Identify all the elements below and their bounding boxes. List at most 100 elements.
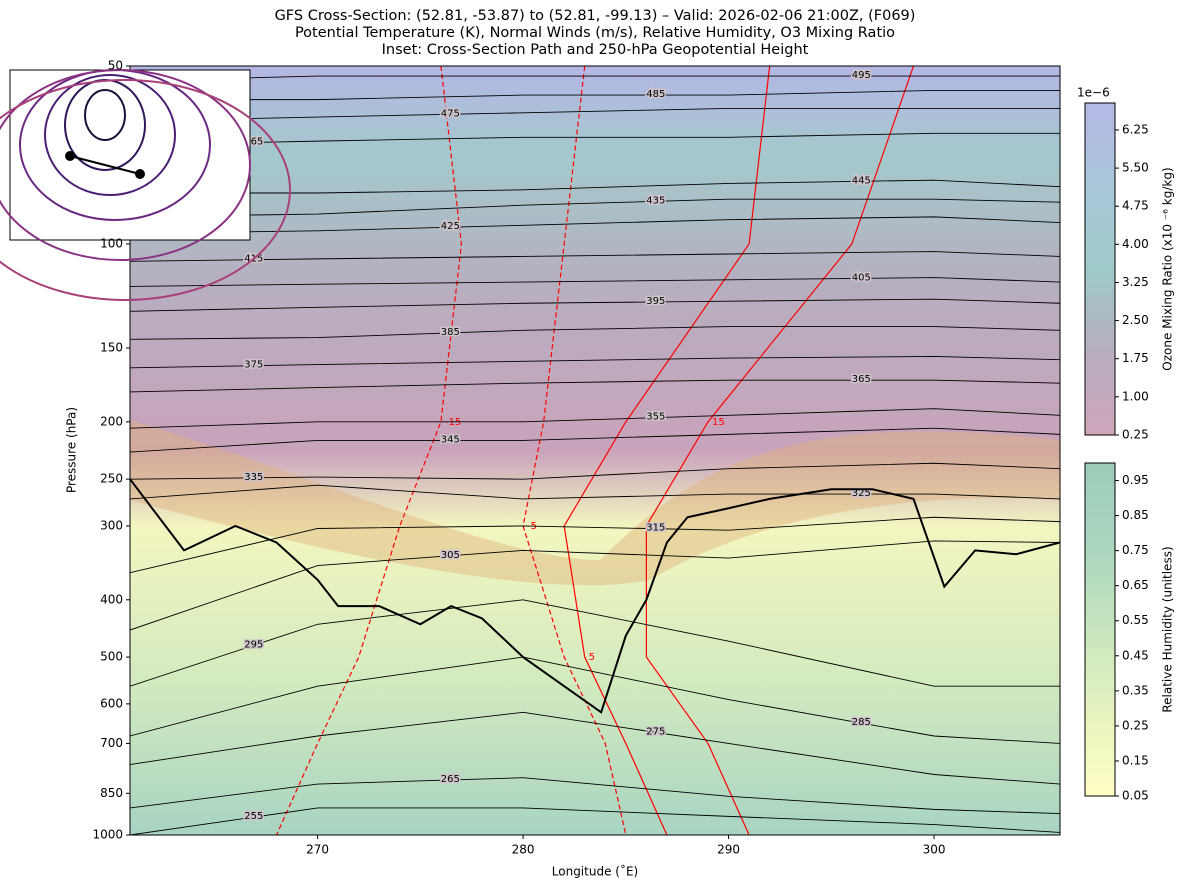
colorbar-offset: 1e−6	[1077, 86, 1110, 100]
y-tick-label: 250	[100, 472, 123, 486]
wind-contour-label: 5	[589, 652, 595, 663]
isentrope	[130, 326, 1060, 340]
plot-area: -15-551525526527528529530531532533534535…	[130, 66, 1060, 835]
wind-contour-label: -15	[445, 417, 461, 428]
inset-path-end	[65, 151, 75, 161]
inset-map	[0, 69, 291, 301]
shading-band	[130, 420, 1060, 586]
x-tick-label: 280	[512, 843, 535, 857]
x-tick-label: 300	[923, 843, 946, 857]
inset-path-end	[135, 169, 145, 179]
isentrope-label: 265	[441, 774, 460, 785]
isentrope-label: 345	[441, 434, 460, 445]
isentrope-label: 335	[244, 472, 263, 483]
isentrope	[130, 540, 1060, 631]
wind-contour	[275, 66, 463, 835]
isentrope	[130, 75, 1060, 82]
isentrope-label: 405	[852, 272, 871, 283]
plot-frame	[129, 65, 1061, 836]
isentrope-label: 255	[244, 811, 263, 822]
y-tick-label: 200	[100, 414, 123, 428]
inset-path	[69, 155, 141, 175]
colorbar-tick-label: 4.75	[1122, 199, 1149, 213]
isentrope	[130, 462, 1060, 480]
colorbar-tick-label: 0.15	[1122, 753, 1149, 767]
isentrope	[130, 379, 1060, 393]
x-tick-label: 270	[306, 843, 329, 857]
isentrope	[130, 516, 1060, 574]
isentrope-label: 485	[646, 89, 665, 100]
y-tick-label: 150	[100, 341, 123, 355]
colorbar-tick-label: 0.35	[1122, 683, 1149, 697]
colorbar-tick-label: 0.65	[1122, 578, 1149, 592]
isentrope	[130, 599, 1060, 687]
colorbar	[1084, 462, 1116, 797]
isentrope-label: 425	[441, 221, 460, 232]
colorbar-tick-label: 0.25	[1122, 718, 1149, 732]
inset-frame	[9, 69, 251, 241]
isentrope	[130, 484, 1060, 500]
isentrope	[130, 216, 1060, 234]
isentrope-label: 375	[244, 360, 263, 371]
colorbar-tick-label: 0.85	[1122, 508, 1149, 522]
isentrope	[130, 90, 1060, 101]
contour-layer: -15-551525526527528529530531532533534535…	[130, 66, 1060, 835]
y-tick-label: 400	[100, 592, 123, 606]
colorbar-tick-label: 1.00	[1122, 389, 1149, 403]
colorbar-tick-label: 0.45	[1122, 648, 1149, 662]
x-tick-label: 290	[717, 843, 740, 857]
colorbar-tick-label: 0.55	[1122, 613, 1149, 627]
isentrope	[130, 656, 1060, 744]
wind-contour	[645, 66, 915, 835]
wind-contour-label: 15	[712, 417, 725, 428]
isentrope-label: 315	[646, 523, 665, 534]
isentrope	[130, 179, 1060, 194]
colorbar-tick-label: 3.25	[1122, 275, 1149, 289]
y-tick-label: 500	[100, 650, 123, 664]
colorbar-tick-label: 0.25	[1122, 428, 1149, 442]
inset-contours	[0, 69, 291, 301]
isentrope	[130, 132, 1060, 146]
isentrope-label: 435	[646, 195, 665, 206]
colorbar-tick-label: 0.75	[1122, 543, 1149, 557]
isentrope	[130, 807, 1060, 835]
isentrope	[130, 298, 1060, 312]
isentrope	[130, 277, 1060, 287]
isentrope	[130, 777, 1060, 815]
y-tick-label: 300	[100, 518, 123, 532]
colorbar-tick-label: 2.50	[1122, 313, 1149, 327]
tropopause	[130, 478, 1060, 714]
colorbars: 0.25 1.00 1.75 2.50 3.25 4.00 4.75 5.50 6.25 1e−6…	[1077, 86, 1175, 803]
y-axis-label: Pressure (hPa)	[65, 407, 79, 493]
isentrope	[130, 711, 1060, 785]
colorbar-label: Relative Humidity (unitless)	[1161, 546, 1175, 712]
isentrope	[130, 355, 1060, 369]
colorbar-label: Ozone Mixing Ratio (x10 ⁻⁶ kg/kg)	[1161, 167, 1175, 370]
isentrope-label: 365	[852, 374, 871, 385]
isentrope	[130, 427, 1060, 453]
colorbar-tick-label: 1.75	[1122, 351, 1149, 365]
isentrope-label: 395	[646, 296, 665, 307]
colorbar-tick-label: 4.00	[1122, 237, 1149, 251]
y-tick-label: 100	[100, 236, 123, 250]
colorbar-tick-label: 5.50	[1122, 161, 1149, 175]
isentrope-label: 495	[852, 70, 871, 81]
wind-contour	[563, 66, 771, 835]
x-axis-label: Longitude (˚E)	[552, 864, 638, 879]
inset-title: Inset: Cross-Section Path and 250-hPa Ge…	[382, 42, 809, 58]
isentrope	[130, 108, 1060, 122]
y-tick-label: 600	[100, 696, 123, 710]
isentrope-label: 475	[441, 108, 460, 119]
chart-title: GFS Cross-Section: (52.81, -53.87) to (5…	[275, 8, 916, 24]
colorbar-tick-label: 0.05	[1122, 789, 1149, 803]
y-tick-label: 50	[108, 59, 123, 73]
chart-subtitle: Potential Temperature (K), Normal Winds …	[295, 25, 895, 41]
isentrope-label: 285	[852, 717, 871, 728]
y-tick-label: 850	[100, 786, 123, 800]
isentrope-label: 305	[441, 550, 460, 561]
colorbar-tick-label: 6.25	[1122, 122, 1149, 136]
isentrope-label: 355	[646, 412, 665, 423]
isentrope-label: 445	[852, 175, 871, 186]
y-tick-label: 700	[100, 736, 123, 750]
